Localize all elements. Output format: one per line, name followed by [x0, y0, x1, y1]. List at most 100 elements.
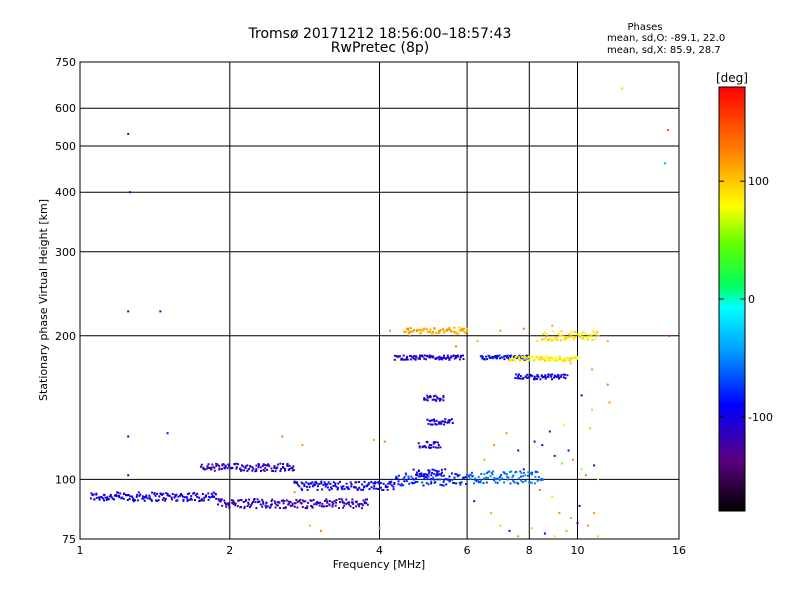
echo-point [597, 535, 599, 538]
echo-point [552, 330, 555, 333]
echo-point [569, 335, 572, 338]
echo-point [321, 502, 324, 505]
echo-point [353, 485, 356, 488]
echo-point [522, 327, 525, 330]
echo-point [498, 476, 501, 478]
echo-point [505, 355, 508, 357]
echo-point [146, 497, 149, 500]
echo-point [194, 494, 197, 497]
echo-point [430, 446, 432, 449]
echo-point [523, 471, 525, 474]
echo-point [539, 478, 542, 481]
echo-point [560, 330, 563, 333]
echo-point [543, 331, 546, 334]
echo-point [358, 486, 361, 489]
echo-point [432, 331, 435, 334]
echo-point [460, 354, 462, 357]
echo-point [506, 475, 509, 478]
echo-point [570, 333, 573, 336]
echo-point [405, 327, 408, 330]
echo-point [427, 483, 430, 486]
echo-point [435, 357, 438, 360]
echo-point [443, 357, 446, 360]
echo-point [519, 470, 522, 473]
echo-point [105, 499, 108, 501]
echo-point [127, 494, 130, 496]
echo-point [448, 479, 451, 482]
echo-point [536, 479, 539, 482]
echo-point [519, 355, 522, 358]
echo-point [204, 468, 207, 471]
echo-point [361, 504, 364, 507]
echo-point [441, 484, 443, 487]
echo-point [411, 477, 414, 480]
echo-point [219, 500, 222, 503]
echo-point [104, 496, 107, 499]
echo-point [98, 496, 101, 499]
echo-point [444, 478, 447, 480]
echo-point [503, 355, 506, 358]
echo-point [398, 355, 401, 358]
echo-point [207, 466, 210, 469]
echo-point [270, 503, 273, 506]
echo-point [415, 477, 418, 480]
echo-point [177, 495, 180, 498]
echo-point [418, 356, 421, 359]
echo-point [438, 421, 441, 424]
echo-point [368, 481, 371, 484]
echo-point [460, 327, 463, 330]
echo-point [270, 467, 273, 470]
echo-point [383, 440, 386, 443]
echo-point [537, 357, 540, 360]
echo-point [523, 357, 526, 360]
echo-point [388, 481, 391, 484]
echo-point [497, 478, 500, 481]
echo-point [243, 505, 246, 508]
echo-point [340, 498, 343, 501]
echo-point [488, 355, 491, 358]
echo-point [276, 504, 279, 507]
echo-point [126, 499, 129, 501]
echo-point [565, 337, 568, 340]
echo-point [357, 503, 360, 506]
echo-point [258, 500, 261, 503]
echo-point [243, 507, 246, 510]
echo-point [518, 357, 521, 360]
echo-point [446, 354, 449, 357]
echo-point [280, 499, 283, 502]
echo-point [343, 504, 346, 507]
echo-point [515, 357, 518, 360]
echo-point [556, 336, 559, 339]
echo-point [264, 504, 267, 507]
echo-point [91, 494, 94, 497]
echo-point [242, 501, 245, 503]
echo-point [276, 463, 279, 466]
echo-point [352, 502, 355, 505]
echo-point [477, 475, 480, 478]
echo-point [593, 464, 596, 467]
echo-point [529, 356, 532, 359]
echo-point [533, 440, 536, 443]
echo-point [460, 329, 463, 332]
echo-point [285, 499, 288, 502]
echo-point [536, 375, 539, 378]
echo-point [341, 501, 344, 504]
echo-point [417, 357, 420, 360]
echo-point [247, 503, 250, 506]
echo-point [270, 500, 273, 503]
echo-point [560, 374, 563, 377]
echo-point [300, 502, 303, 505]
echo-point [373, 485, 376, 488]
echo-point [386, 488, 389, 491]
echo-point [541, 358, 544, 361]
echo-point [526, 376, 529, 379]
echo-point [412, 482, 415, 485]
echo-point [423, 327, 426, 330]
x-tick-label: 2 [226, 544, 233, 557]
colorbar-unit-label: [deg] [716, 71, 748, 85]
echo-point [402, 477, 405, 480]
echo-point [311, 485, 314, 488]
colorbar-tick-label: 100 [748, 175, 769, 188]
echo-point [246, 505, 249, 508]
